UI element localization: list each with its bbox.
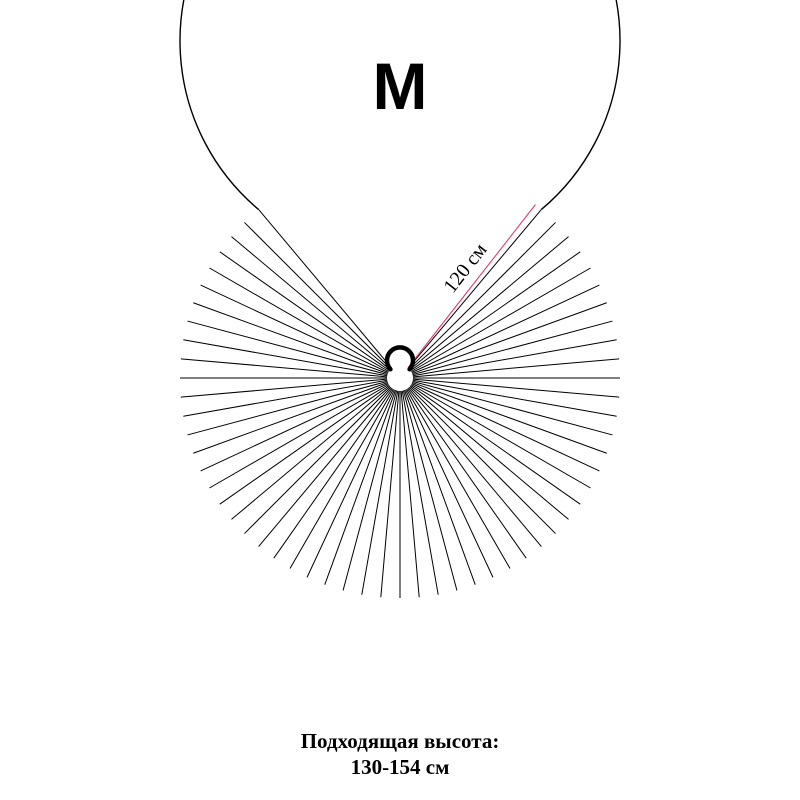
spoke: [411, 385, 590, 489]
spoke: [409, 387, 555, 533]
radius-measure-label: 120 см: [439, 239, 491, 297]
fan-diagram: 120 см: [0, 0, 800, 800]
spoke: [259, 209, 392, 368]
spoke: [231, 237, 390, 370]
spoke: [411, 268, 590, 372]
spoke: [259, 388, 392, 547]
spoke: [407, 389, 511, 568]
radius-measure-line: [408, 205, 535, 368]
spoke: [409, 222, 555, 368]
spoke: [244, 222, 390, 368]
sizing-diagram-card: M 120 см Подходящая высота: 130-154 см: [0, 0, 800, 800]
spoke: [290, 389, 394, 568]
height-range-caption: Подходящая высота: 130-154 см: [0, 728, 800, 781]
spoke: [410, 386, 569, 519]
caption-line-2: 130-154 см: [0, 754, 800, 780]
spoke: [410, 237, 569, 370]
spoke: [231, 386, 390, 519]
spoke: [408, 209, 541, 368]
spoke: [209, 268, 388, 372]
spoke: [244, 387, 390, 533]
spoke: [408, 388, 541, 547]
caption-line-1: Подходящая высота:: [0, 728, 800, 754]
outer-arc: [180, 0, 620, 209]
spoke: [209, 385, 388, 489]
